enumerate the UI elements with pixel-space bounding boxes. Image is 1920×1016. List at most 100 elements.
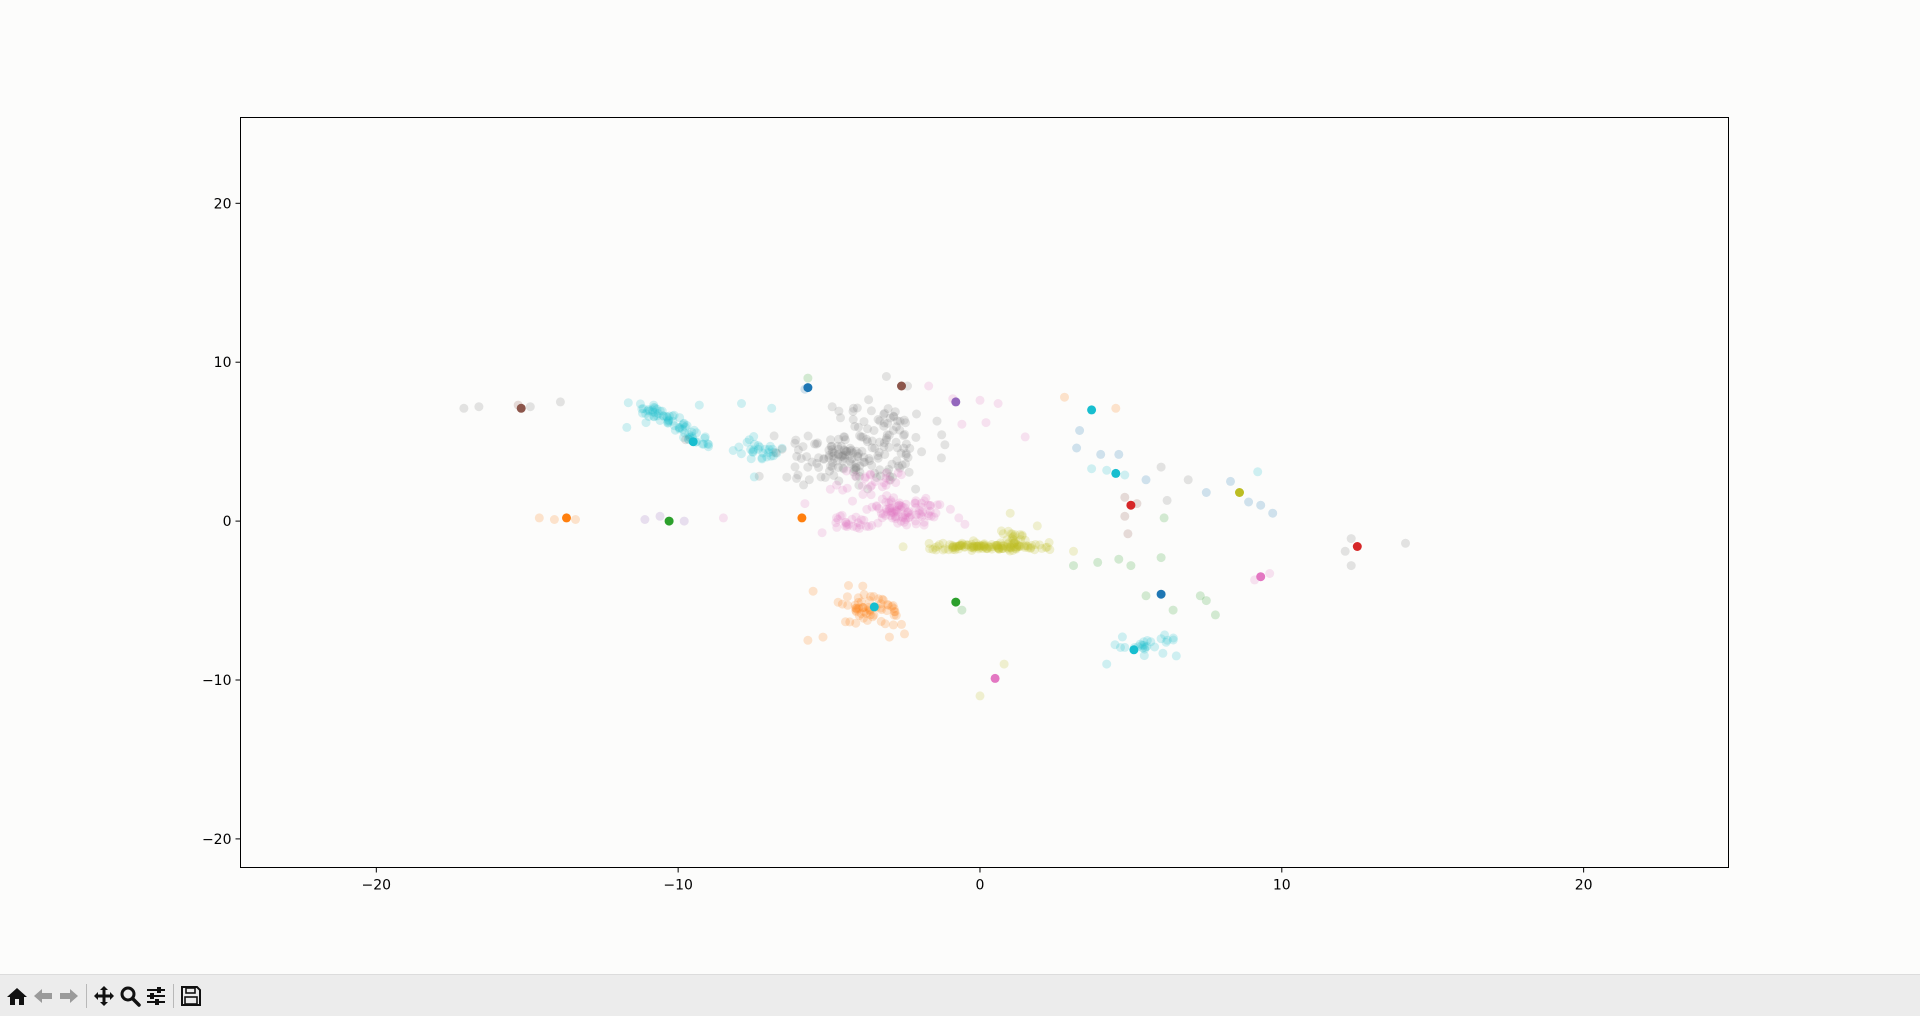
scatter-point xyxy=(869,592,879,601)
scatter-point xyxy=(1008,532,1018,542)
scatter-point xyxy=(911,484,921,494)
scatter-point xyxy=(826,461,836,471)
back-button[interactable] xyxy=(30,981,56,1011)
scatter-point xyxy=(839,464,849,474)
scatter-point xyxy=(881,435,891,445)
scatter-point xyxy=(935,500,945,510)
scatter-point xyxy=(844,581,853,590)
scatter-point xyxy=(894,461,903,471)
scatter-point xyxy=(1256,500,1266,510)
scatter-point xyxy=(549,515,559,524)
scatter-point xyxy=(867,443,877,453)
scatter-point xyxy=(917,502,927,512)
scatter-point xyxy=(884,430,894,440)
forward-button[interactable] xyxy=(56,981,82,1011)
scatter-point xyxy=(866,592,876,601)
scatter-clusters xyxy=(623,395,1181,661)
scatter-point xyxy=(950,545,960,555)
scatter-point xyxy=(881,473,891,483)
scatter-point xyxy=(641,418,651,428)
scatter-point xyxy=(960,542,969,552)
scatter-point xyxy=(879,421,889,431)
scatter-point xyxy=(777,444,787,454)
scatter-point xyxy=(896,505,906,514)
configure-subplots-button[interactable] xyxy=(143,981,169,1011)
scatter-point xyxy=(890,505,900,515)
scatter-point xyxy=(882,430,892,440)
scatter-point xyxy=(855,431,865,441)
x-tick-label: 20 xyxy=(1575,878,1593,894)
scatter-point xyxy=(835,511,845,521)
scatter-point xyxy=(999,541,1009,551)
scatter-point xyxy=(863,484,873,494)
scatter-point xyxy=(840,435,850,445)
scatter-point xyxy=(1013,540,1023,550)
pan-button[interactable] xyxy=(91,981,117,1011)
scatter-point xyxy=(885,413,895,423)
scatter-point xyxy=(845,446,855,456)
scatter-point xyxy=(769,431,779,441)
scatter-point xyxy=(900,513,909,523)
scatter-point xyxy=(886,511,896,520)
scatter-point xyxy=(992,540,1002,550)
centroid-point xyxy=(897,381,906,391)
scatter-point xyxy=(975,691,985,701)
scatter-point xyxy=(898,542,908,552)
scatter-point xyxy=(954,513,964,523)
scatter-point xyxy=(957,419,967,429)
scatter-point xyxy=(832,480,842,490)
scatter-point xyxy=(981,418,991,428)
scatter-point xyxy=(816,472,826,482)
scatter-point xyxy=(803,462,813,472)
centroid-point xyxy=(1087,405,1097,415)
scatter-point xyxy=(1142,636,1152,645)
scatter-point xyxy=(955,540,965,550)
zoom-button[interactable] xyxy=(117,981,143,1011)
scatter-point xyxy=(929,512,939,522)
scatter-point xyxy=(890,407,900,417)
scatter-point xyxy=(1141,591,1151,601)
scatter-point xyxy=(1168,605,1178,615)
save-button[interactable] xyxy=(178,981,204,1011)
scatter-point xyxy=(954,541,964,551)
scatter-point xyxy=(975,395,985,405)
scatter-point xyxy=(887,602,897,612)
scatter-point xyxy=(852,604,862,614)
scatter-point xyxy=(888,426,898,435)
scatter-point xyxy=(824,453,834,463)
scatter-point xyxy=(926,511,936,521)
scatter-point xyxy=(895,425,905,435)
scatter-point xyxy=(1044,538,1054,547)
scatter-point xyxy=(851,512,861,522)
scatter-point xyxy=(976,541,986,551)
scatter-point xyxy=(979,539,989,549)
scatter-point xyxy=(881,504,891,514)
scatter-point xyxy=(793,445,803,455)
floppy-disk-icon xyxy=(181,985,201,1006)
scatter-point xyxy=(910,498,920,508)
x-tick-label: −20 xyxy=(362,878,392,894)
scatter-point xyxy=(861,521,871,531)
scatter-point xyxy=(864,454,874,463)
scatter-point xyxy=(998,541,1008,551)
scatter-point xyxy=(897,619,906,629)
scatter-point xyxy=(917,498,927,508)
scatter-point xyxy=(938,538,948,548)
home-button[interactable] xyxy=(4,981,30,1011)
scatter-point xyxy=(891,506,901,516)
scatter-point xyxy=(866,406,876,416)
centroid-point xyxy=(990,673,1000,683)
scatter-point xyxy=(889,604,899,614)
scatter-point xyxy=(877,513,887,523)
scatter-point xyxy=(623,398,633,408)
scatter-point xyxy=(704,440,714,449)
scatter-point xyxy=(653,409,663,419)
scatter-point xyxy=(832,513,841,523)
scatter-point xyxy=(924,538,934,548)
scatter-point xyxy=(858,602,868,612)
scatter-point xyxy=(649,412,659,422)
scatter-point xyxy=(851,607,861,617)
scatter-point xyxy=(838,463,848,473)
centroid-point xyxy=(688,437,698,447)
scatter-point xyxy=(760,444,770,454)
